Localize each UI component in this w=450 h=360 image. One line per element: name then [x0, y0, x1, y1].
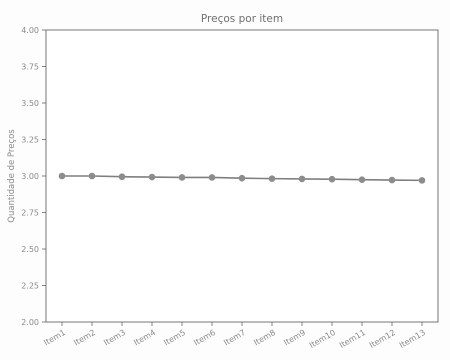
data-point [358, 176, 366, 183]
y-tick-label: 2.25 [21, 282, 39, 291]
y-axis-title: Quantidade de Preços [7, 129, 17, 223]
y-tick-label: 2.75 [21, 209, 39, 218]
y-tick-label: 4.00 [21, 26, 39, 35]
x-tick-label: Item7 [222, 328, 247, 347]
x-tick-label: Item2 [72, 328, 97, 347]
x-tick-label: Item6 [192, 328, 217, 347]
data-point [418, 177, 426, 184]
y-axis: 2.00 2.25 2.50 2.75 3.00 3.25 3.50 3.75 4.00 [21, 26, 46, 327]
x-tick-label: Item9 [282, 328, 307, 347]
x-tick-label: Item13 [398, 328, 427, 350]
data-point [148, 173, 156, 181]
x-tick-label: Item1 [42, 328, 67, 347]
data-point [328, 175, 336, 183]
x-tick-label: Item5 [162, 328, 187, 347]
y-tick-label: 2.00 [21, 318, 39, 327]
x-tick-label: Item3 [102, 328, 127, 347]
y-tick-label: 2.50 [21, 245, 39, 254]
data-point [208, 174, 216, 181]
data-point [58, 172, 66, 180]
data-point [388, 176, 396, 184]
data-point [298, 175, 306, 183]
data-point [118, 173, 126, 181]
chart-title: Preços por item [201, 13, 283, 25]
x-tick-label: Item10 [308, 328, 337, 350]
x-tick-label: Item4 [132, 328, 157, 347]
y-tick-label: 3.75 [21, 63, 39, 72]
y-tick-label: 3.00 [21, 172, 39, 181]
x-axis: Item1 Item2 Item3 Item4 Item5 Item6 Item7 Item8… [42, 322, 427, 350]
x-tick-label: Item8 [252, 328, 277, 347]
data-point [178, 174, 186, 181]
data-point [238, 174, 246, 182]
data-point [268, 175, 276, 182]
series [58, 172, 426, 184]
data-point [88, 172, 96, 180]
y-tick-label: 3.25 [21, 136, 39, 145]
x-tick-label: Item12 [368, 328, 397, 350]
y-tick-label: 3.50 [21, 99, 39, 108]
x-tick-label: Item11 [338, 328, 367, 350]
